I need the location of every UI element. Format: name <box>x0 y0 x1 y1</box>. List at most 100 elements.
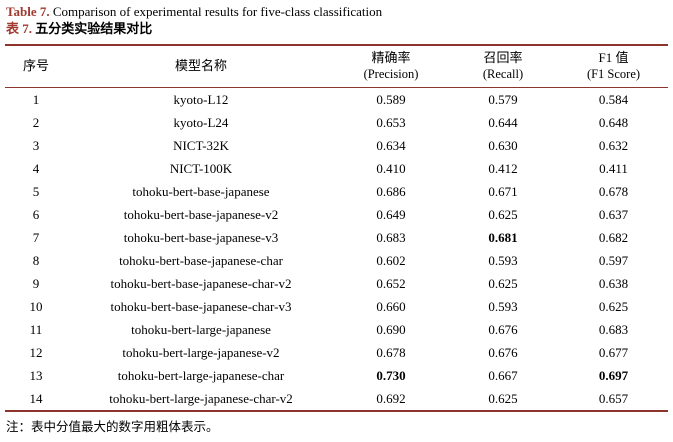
header-recall: 召回率 (Recall) <box>447 45 559 88</box>
row-number-cell: 2 <box>32 114 40 130</box>
f1-cell: 0.411 <box>599 160 628 176</box>
precision-cell: 0.730 <box>376 367 406 383</box>
table-row: 8 tohoku-bert-base-japanese-char 0.602 0… <box>5 249 668 272</box>
model-name-cell: tohoku-bert-base-japanese-v3 <box>123 229 279 245</box>
model-name-cell: tohoku-bert-base-japanese-char <box>119 252 283 268</box>
model-name-cell: tohoku-bert-large-japanese-char-v2 <box>67 387 335 412</box>
row-number-cell: 6 <box>32 206 40 222</box>
header-row: 序号 模型名称 精确率 (Precision) 召回率 (Recall) F1 值(… <box>5 45 668 88</box>
f1-cell: 0.638 <box>598 275 629 291</box>
header-precision: 精确率 (Precision) <box>335 45 447 88</box>
row-number-cell: 3 <box>32 137 40 153</box>
precision-cell: 0.602 <box>376 252 406 268</box>
model-name-cell: tohoku-bert-large-japanese-char <box>117 367 285 383</box>
model-name-cell: NICT-100K <box>169 160 233 176</box>
precision-cell: 0.649 <box>376 206 406 222</box>
table-caption-chinese: 表 7. 五分类实验结果对比 <box>6 20 668 37</box>
f1-cell: 0.657 <box>559 387 668 412</box>
table-row: 6 tohoku-bert-base-japanese-v2 0.649 0.6… <box>5 203 668 226</box>
recall-cell: 0.671 <box>488 183 518 199</box>
table-row: 3 NICT-32K 0.634 0.630 0.632 <box>5 134 668 157</box>
recall-cell: 0.412 <box>488 160 518 176</box>
table-row: 1 kyoto-L12 0.589 0.579 0.584 <box>5 88 668 112</box>
row-number-cell: 12 <box>29 344 43 360</box>
f1-cell: 0.584 <box>598 91 629 107</box>
precision-cell: 0.692 <box>335 387 447 412</box>
model-name-cell: tohoku-bert-base-japanese-char-v3 <box>110 298 292 314</box>
table-number-english: Table 7. <box>6 4 50 19</box>
header-model: 模型名称 <box>67 45 335 88</box>
table-row: 9 tohoku-bert-base-japanese-char-v2 0.65… <box>5 272 668 295</box>
precision-cell: 0.652 <box>376 275 406 291</box>
table-row: 12 tohoku-bert-large-japanese-v2 0.678 0… <box>5 341 668 364</box>
recall-cell: 0.676 <box>488 344 518 360</box>
recall-cell: 0.625 <box>488 206 518 222</box>
row-number-cell: 11 <box>29 321 43 337</box>
row-number-cell: 9 <box>32 275 40 291</box>
table-footnote: 注：表中分值最大的数字用粗体表示。 <box>6 420 219 434</box>
row-number-cell: 14 <box>5 387 67 412</box>
table-row: 14 tohoku-bert-large-japanese-char-v2 0.… <box>5 387 668 412</box>
row-number-cell: 1 <box>32 91 40 107</box>
header-f1: F1 值 (F1 Score) <box>559 45 668 88</box>
table-title-english: Comparison of experimental results for f… <box>49 4 383 19</box>
precision-cell: 0.634 <box>376 137 406 153</box>
precision-cell: 0.690 <box>376 321 406 337</box>
table-row: 11 tohoku-bert-large-japanese 0.690 0.67… <box>5 318 668 341</box>
precision-cell: 0.686 <box>376 183 406 199</box>
table-row: 2 kyoto-L24 0.653 0.644 0.648 <box>5 111 668 134</box>
f1-cell: 0.648 <box>598 114 629 130</box>
model-name-cell: tohoku-bert-base-japanese-v2 <box>123 206 279 222</box>
table-row: 5 tohoku-bert-base-japanese 0.686 0.671 … <box>5 180 668 203</box>
f1-cell: 0.625 <box>598 298 629 314</box>
row-number-cell: 5 <box>32 183 40 199</box>
recall-cell: 0.676 <box>488 321 518 337</box>
f1-cell: 0.678 <box>598 183 629 199</box>
table-row: 7 tohoku-bert-base-japanese-v3 0.683 0.6… <box>5 226 668 249</box>
row-number-cell: 13 <box>29 367 43 383</box>
table-row: 13 tohoku-bert-large-japanese-char 0.730… <box>5 364 668 387</box>
model-name-cell: NICT-32K <box>173 137 229 153</box>
recall-cell: 0.667 <box>488 367 518 383</box>
results-table: 序号 模型名称 精确率 (Precision) 召回率 (Recall) F1 值(… <box>5 44 668 412</box>
row-number-cell: 4 <box>32 160 40 176</box>
model-name-cell: kyoto-L24 <box>173 114 229 130</box>
precision-cell: 0.660 <box>376 298 406 314</box>
recall-cell: 0.681 <box>488 229 518 245</box>
precision-cell: 0.653 <box>376 114 406 130</box>
f1-cell: 0.677 <box>598 344 629 360</box>
f1-cell: 0.683 <box>598 321 629 337</box>
f1-cell: 0.632 <box>598 137 629 153</box>
model-name-cell: kyoto-L12 <box>173 91 229 107</box>
precision-cell: 0.678 <box>376 344 406 360</box>
table-caption-english: Table 7. Comparison of experimental resu… <box>6 3 668 20</box>
model-name-cell: tohoku-bert-large-japanese-v2 <box>122 344 280 360</box>
header-no: 序号 <box>5 45 67 88</box>
table-row: 4 NICT-100K 0.410 0.412 0.411 <box>5 157 668 180</box>
recall-cell: 0.593 <box>488 298 518 314</box>
f1-cell: 0.697 <box>598 367 629 383</box>
table-row: 10 tohoku-bert-base-japanese-char-v3 0.6… <box>5 295 668 318</box>
recall-cell: 0.644 <box>488 114 518 130</box>
recall-cell: 0.630 <box>488 137 518 153</box>
row-number-cell: 10 <box>29 298 43 314</box>
recall-cell: 0.625 <box>488 275 518 291</box>
recall-cell: 0.593 <box>488 252 518 268</box>
table-header: 序号 模型名称 精确率 (Precision) 召回率 (Recall) F1 值(… <box>5 45 668 88</box>
precision-cell: 0.410 <box>376 160 406 176</box>
table-body: 1 kyoto-L12 0.589 0.579 0.584 2 kyoto-L2… <box>5 88 668 412</box>
f1-cell: 0.637 <box>598 206 629 222</box>
f1-cell: 0.682 <box>598 229 629 245</box>
table-caption: Table 7. Comparison of experimental resu… <box>6 3 668 37</box>
model-name-cell: tohoku-bert-large-japanese <box>131 321 271 337</box>
table-number-chinese: 表 7. <box>6 21 33 36</box>
f1-cell: 0.597 <box>598 252 629 268</box>
recall-cell: 0.625 <box>447 387 559 412</box>
recall-cell: 0.579 <box>488 91 518 107</box>
precision-cell: 0.589 <box>376 91 406 107</box>
table-title-chinese: 五分类实验结果对比 <box>32 21 153 36</box>
precision-cell: 0.683 <box>376 229 406 245</box>
model-name-cell: tohoku-bert-base-japanese-char-v2 <box>110 275 292 291</box>
model-name-cell: tohoku-bert-base-japanese <box>132 183 270 199</box>
